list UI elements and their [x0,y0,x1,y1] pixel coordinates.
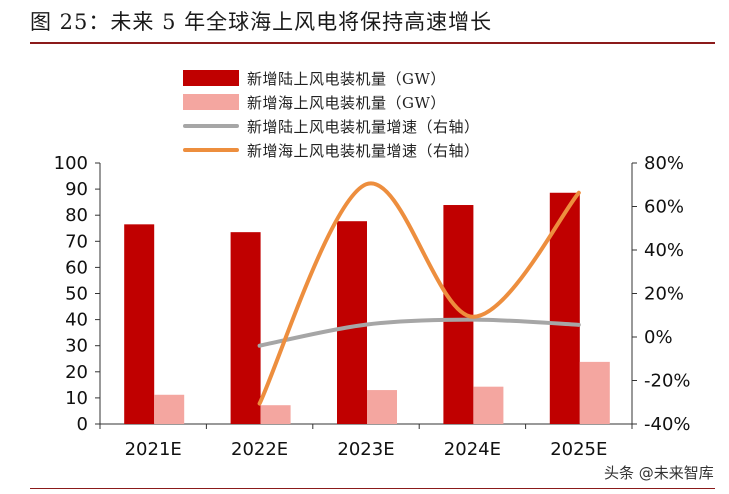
bar-offshore [473,386,504,424]
legend-swatch-offshore-line [183,148,239,152]
bar-onshore [337,221,367,424]
legend-swatch-offshore-bar [183,94,239,110]
legend-label: 新增海上风电装机量增速（右轴） [247,141,480,160]
x-tick-label: 2024E [444,439,501,460]
legend-swatch-onshore-line [183,124,239,128]
y-tick-label-left: 70 [65,231,88,252]
y2-tick-label: 80% [644,153,684,174]
title-rule [30,42,715,44]
y2-tick-label: 20% [644,284,684,305]
bar-offshore [154,394,185,424]
legend-label: 新增陆上风电装机量（GW） [247,69,446,88]
bar-offshore [579,361,610,424]
bar-onshore [124,224,155,424]
y2-tick-label: -20% [644,371,691,392]
y-tick-label-left: 60 [65,257,88,278]
y2-tick-label: 0% [644,327,673,348]
legend-label: 新增海上风电装机量（GW） [247,93,446,112]
y-tick-label-left: 100 [54,153,88,174]
y-tick-label-left: 30 [65,336,88,357]
legend-item-onshore-bar: 新增陆上风电装机量（GW） [183,66,480,90]
bar-offshore [260,405,291,424]
y-tick-label-left: 90 [65,179,88,200]
legend-label: 新增陆上风电装机量增速（右轴） [247,117,480,136]
y2-tick-label: 60% [644,197,684,218]
y-tick-label-left: 40 [65,310,88,331]
line-offshore-growth [257,181,581,406]
line-onshore-growth [257,317,581,348]
x-tick-label: 2025E [550,439,607,460]
bottom-rule [30,488,715,489]
figure-title: 图 25：未来 5 年全球海上风电将保持高速增长 [30,10,493,34]
bar-onshore [230,232,261,424]
legend: 新增陆上风电装机量（GW） 新增海上风电装机量（GW） 新增陆上风电装机量增速（… [183,66,480,162]
legend-item-offshore-line: 新增海上风电装机量增速（右轴） [183,138,480,162]
watermark: 头条 @未来智库 [602,462,716,483]
y-tick-label-left: 10 [65,388,88,409]
y2-tick-label: -40% [644,414,691,435]
y2-tick-label: 40% [644,240,684,261]
y-tick-label-left: 80 [65,205,88,226]
x-tick-label: 2021E [125,439,182,460]
bar-offshore [367,390,397,424]
legend-item-offshore-bar: 新增海上风电装机量（GW） [183,90,480,114]
y-tick-label-left: 0 [77,414,88,435]
legend-item-onshore-line: 新增陆上风电装机量增速（右轴） [183,114,480,138]
x-tick-label: 2022E [231,439,288,460]
legend-swatch-onshore-bar [183,70,239,86]
y-tick-label-left: 20 [65,362,88,383]
y-tick-label-left: 50 [65,284,88,305]
x-tick-label: 2023E [337,439,394,460]
